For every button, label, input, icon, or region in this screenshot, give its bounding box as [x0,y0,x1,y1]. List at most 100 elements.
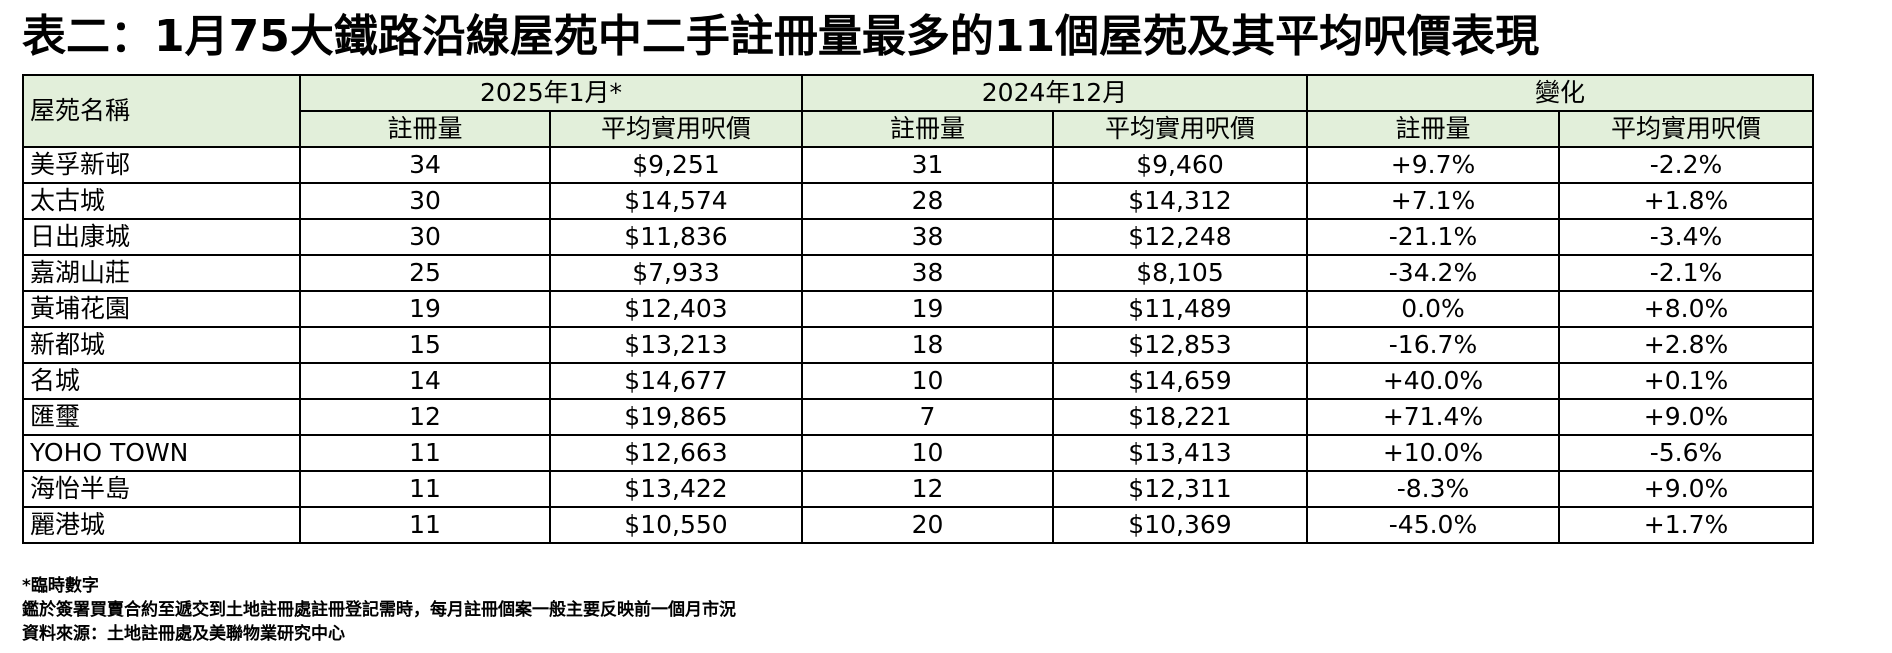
change-registrations-cell: +9.7% [1306,146,1560,184]
change-registrations-cell: -8.3% [1306,470,1560,508]
jan-avg-price-cell: $14,574 [549,182,803,220]
estate-name-header: 屋苑名稱 [22,74,301,148]
change-avg-price-cell: +1.7% [1557,506,1815,544]
dec-registrations-cell: 38 [801,218,1054,256]
subheader-avg-price: 平均實用呎價 [549,110,803,148]
jan-avg-price-cell: $13,213 [549,326,803,364]
subheader-registrations: 註冊量 [1306,110,1560,148]
table-row: 匯璽 12 $19,865 7 $18,221 +71.4% +9.0% [22,398,1815,436]
dec-avg-price-cell: $8,105 [1052,254,1308,292]
estate-name-cell: 黃埔花園 [22,290,301,328]
jan-avg-price-cell: $19,865 [549,398,803,436]
jan-registrations-cell: 12 [299,398,551,436]
dec-avg-price-cell: $14,312 [1052,182,1308,220]
change-avg-price-cell: +1.8% [1557,182,1815,220]
estate-name-cell: 新都城 [22,326,301,364]
change-avg-price-cell: -2.2% [1557,146,1815,184]
table-row: YOHO TOWN 11 $12,663 10 $13,413 +10.0% -5.6% [22,434,1815,472]
dec-avg-price-cell: $9,460 [1052,146,1308,184]
change-registrations-cell: -16.7% [1306,326,1560,364]
jan-registrations-cell: 11 [299,470,551,508]
estate-name-cell: 海怡半島 [22,470,301,508]
estate-name-cell: 名城 [22,362,301,400]
subheader-registrations: 註冊量 [801,110,1054,148]
jan-registrations-cell: 30 [299,182,551,220]
dec-avg-price-cell: $12,311 [1052,470,1308,508]
change-avg-price-cell: +9.0% [1557,398,1815,436]
change-avg-price-cell: -3.4% [1557,218,1815,256]
dec-avg-price-cell: $18,221 [1052,398,1308,436]
table-row: 嘉湖山莊 25 $7,933 38 $8,105 -34.2% -2.1% [22,254,1815,292]
jan-avg-price-cell: $12,403 [549,290,803,328]
table-row: 太古城 30 $14,574 28 $14,312 +7.1% +1.8% [22,182,1815,220]
change-avg-price-cell: -2.1% [1557,254,1815,292]
estate-name-cell: 匯璽 [22,398,301,436]
table-row: 黃埔花園 19 $12,403 19 $11,489 0.0% +8.0% [22,290,1815,328]
dec-avg-price-cell: $12,248 [1052,218,1308,256]
header-row-groups: 屋苑名稱 2025年1月* 2024年12月 變化 [22,74,1815,148]
change-registrations-cell: -34.2% [1306,254,1560,292]
change-registrations-cell: -45.0% [1306,506,1560,544]
dec-registrations-cell: 7 [801,398,1054,436]
dec-avg-price-cell: $10,369 [1052,506,1308,544]
header-row-subheaders: 註冊量 平均實用呎價 註冊量 平均實用呎價 註冊量 平均實用呎價 [23,110,1815,148]
change-avg-price-cell: +0.1% [1557,362,1815,400]
jan-registrations-cell: 11 [299,506,551,544]
dec-avg-price-cell: $11,489 [1052,290,1308,328]
estate-name-cell: 嘉湖山莊 [22,254,301,292]
change-registrations-cell: +7.1% [1306,182,1560,220]
group-header-change: 變化 [1305,74,1815,112]
table-row: 麗港城 11 $10,550 20 $10,369 -45.0% +1.7% [22,506,1815,544]
footnote-source: 資料來源：土地註冊處及美聯物業研究中心 [22,624,345,644]
table-row: 日出康城 30 $11,836 38 $12,248 -21.1% -3.4% [22,218,1815,256]
table-row: 海怡半島 11 $13,422 12 $12,311 -8.3% +9.0% [22,470,1815,508]
change-avg-price-cell: +8.0% [1557,290,1815,328]
change-registrations-cell: 0.0% [1306,290,1560,328]
table-body: 美孚新邨 34 $9,251 31 $9,460 +9.7% -2.2% 太古城 30 $14,5… [22,146,1815,544]
dec-registrations-cell: 10 [801,362,1054,400]
dec-registrations-cell: 20 [801,506,1054,544]
subheader-avg-price: 平均實用呎價 [1557,110,1815,148]
jan-registrations-cell: 25 [299,254,551,292]
change-registrations-cell: +71.4% [1306,398,1560,436]
estate-name-cell: 麗港城 [22,506,301,544]
footnote-provisional: *臨時數字 [22,576,99,596]
dec-registrations-cell: 10 [801,434,1054,472]
table-row: 美孚新邨 34 $9,251 31 $9,460 +9.7% -2.2% [22,146,1815,184]
page-title: 表二：1月75大鐵路沿線屋苑中二手註冊量最多的11個屋苑及其平均呎價表現 [22,11,1540,62]
estate-name-cell: 日出康城 [22,218,301,256]
jan-avg-price-cell: $13,422 [549,470,803,508]
change-avg-price-cell: +9.0% [1557,470,1815,508]
jan-registrations-cell: 30 [299,218,551,256]
estate-registration-table: 屋苑名稱 2025年1月* 2024年12月 變化 註冊量 平均實用呎價 註冊量… [22,74,1815,544]
jan-avg-price-cell: $11,836 [549,218,803,256]
dec-avg-price-cell: $14,659 [1052,362,1308,400]
jan-avg-price-cell: $9,251 [549,146,803,184]
footnote-registration-lag: 鑑於簽署買賣合約至遞交到土地註冊處註冊登記需時，每月註冊個案一般主要反映前一個月… [22,600,736,620]
dec-registrations-cell: 28 [801,182,1054,220]
dec-registrations-cell: 12 [801,470,1054,508]
jan-avg-price-cell: $10,550 [549,506,803,544]
group-header-dec-2024: 2024年12月 [801,74,1308,112]
estate-name-cell: 美孚新邨 [22,146,301,184]
subheader-avg-price: 平均實用呎價 [1052,110,1308,148]
estate-name-cell: 太古城 [22,182,301,220]
jan-registrations-cell: 19 [299,290,551,328]
jan-registrations-cell: 34 [299,146,551,184]
footnotes: *臨時數字 鑑於簽署買賣合約至遞交到土地註冊處註冊登記需時，每月註冊個案一般主要… [22,574,736,646]
dec-registrations-cell: 18 [801,326,1054,364]
change-registrations-cell: +10.0% [1306,434,1560,472]
table-row: 新都城 15 $13,213 18 $12,853 -16.7% +2.8% [22,326,1815,364]
change-registrations-cell: -21.1% [1306,218,1560,256]
jan-avg-price-cell: $7,933 [549,254,803,292]
jan-avg-price-cell: $14,677 [549,362,803,400]
dec-registrations-cell: 19 [801,290,1054,328]
dec-registrations-cell: 31 [801,146,1054,184]
jan-registrations-cell: 14 [299,362,551,400]
change-registrations-cell: +40.0% [1306,362,1560,400]
change-avg-price-cell: -5.6% [1557,434,1815,472]
dec-avg-price-cell: $13,413 [1052,434,1308,472]
subheader-registrations: 註冊量 [299,110,551,148]
jan-avg-price-cell: $12,663 [549,434,803,472]
estate-name-cell: YOHO TOWN [22,434,301,472]
